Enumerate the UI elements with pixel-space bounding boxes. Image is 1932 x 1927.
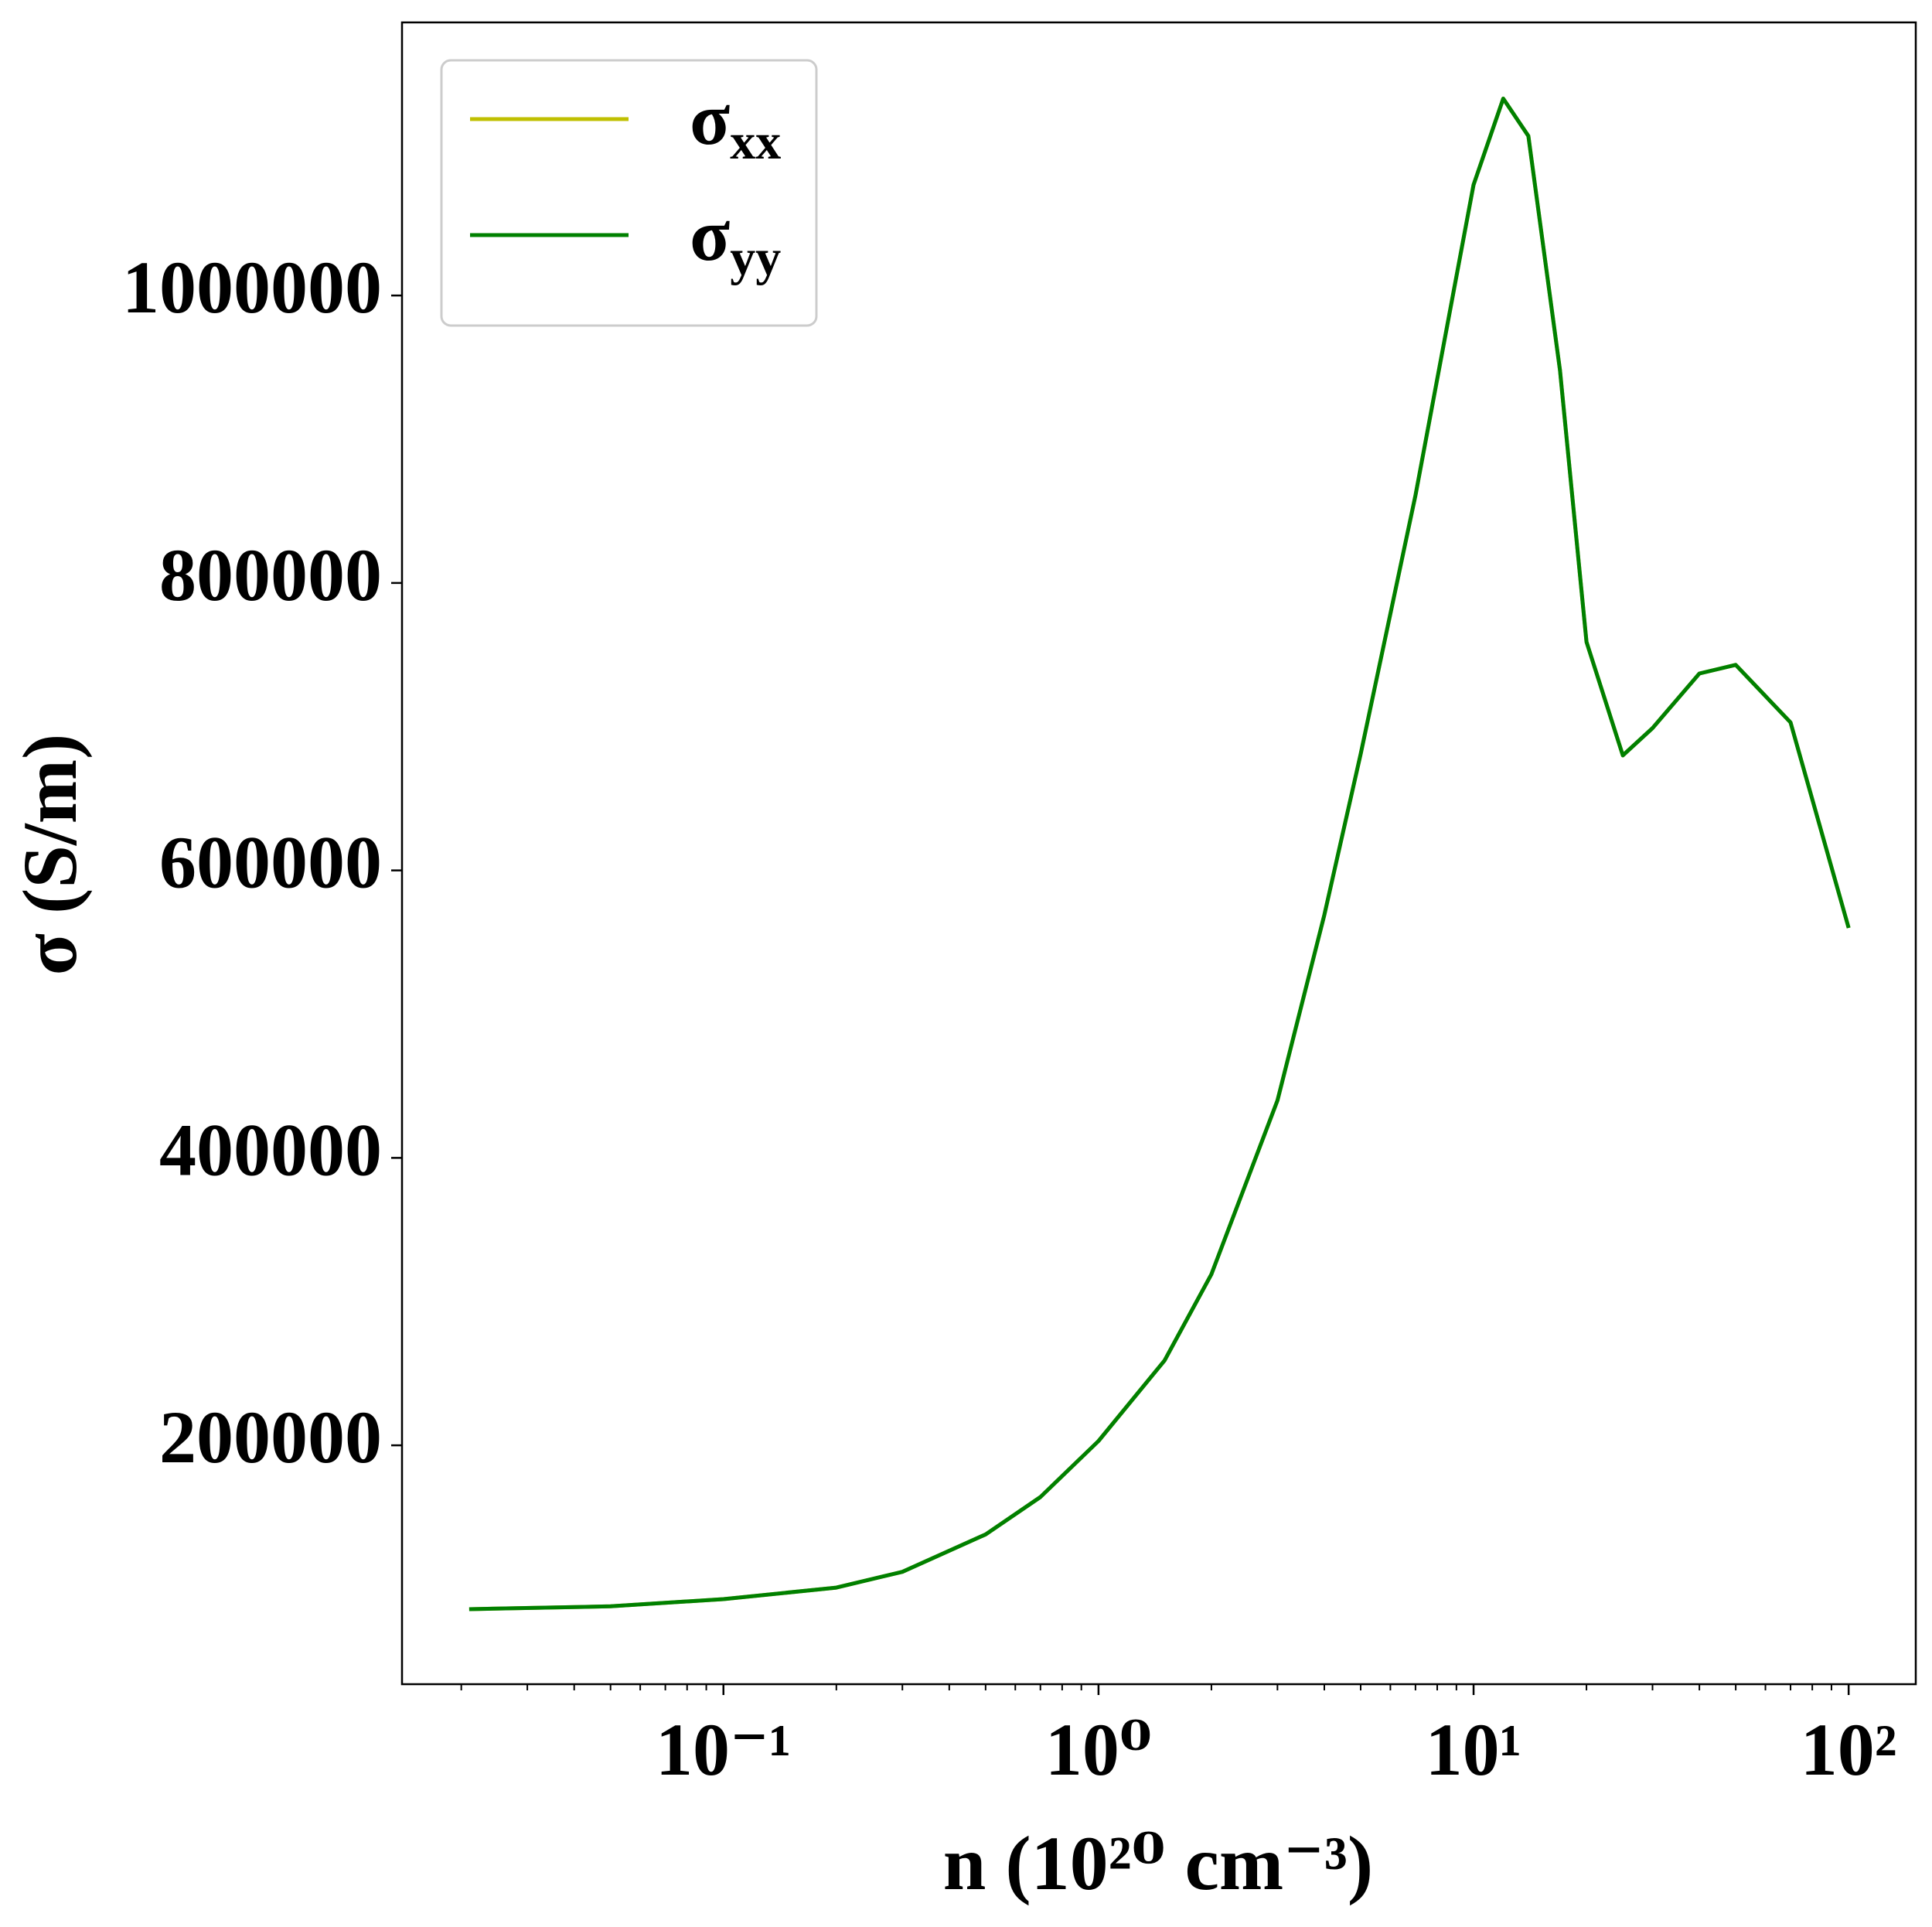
y-tick-label: 400000 [159,1108,382,1191]
legend-label-sub: yy [730,230,781,286]
legend-label: σxx [690,77,781,170]
plot-frame [400,21,1917,1686]
x-tick-label: 10¹ [1426,1708,1522,1791]
x-tick-label: 10² [1801,1708,1897,1791]
legend-label-main: σ [690,77,730,160]
x-tick-label: 10⁰ [1045,1708,1152,1791]
data-line [469,97,1851,1612]
y-tick-label: 800000 [159,534,382,616]
legend-label: σyy [690,193,781,286]
y-axis-label: σ (S/m) [7,734,93,976]
x-tick-label: 10⁻¹ [656,1708,791,1791]
legend-label-sub: xx [730,114,781,170]
y-tick-label: 1000000 [122,246,382,329]
y-tick-label: 600000 [159,821,382,904]
y-tick-label: 200000 [159,1396,382,1479]
legend-box [440,59,818,327]
legend-label-main: σ [690,193,730,276]
x-axis-label: n (10²⁰ cm⁻³) [943,1820,1373,1906]
